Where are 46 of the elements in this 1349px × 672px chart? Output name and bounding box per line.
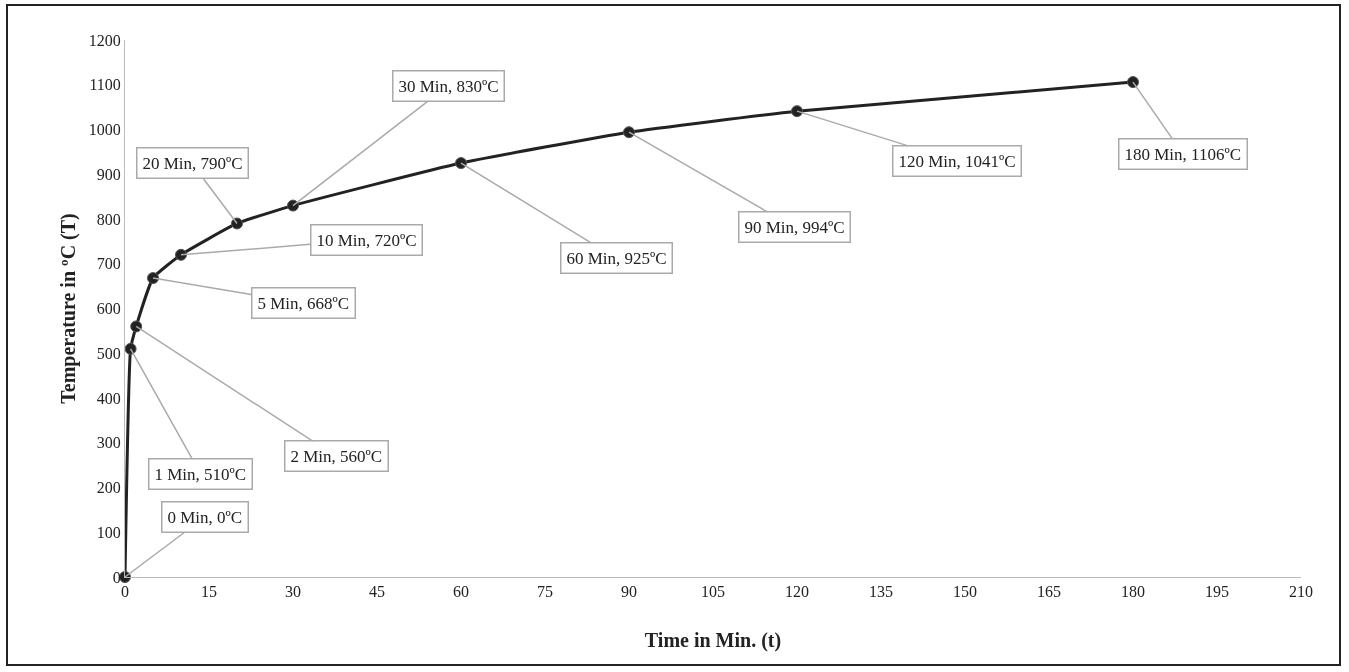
x-tick-label: 15 — [201, 583, 217, 601]
x-tick-label: 210 — [1289, 583, 1313, 601]
y-tick-label: 100 — [96, 523, 121, 541]
annotation: 90 Min, 994ºC — [744, 217, 845, 237]
x-tick-label: 60 — [453, 583, 469, 601]
y-tick-label: 900 — [96, 165, 121, 183]
x-tick-label: 90 — [621, 583, 637, 601]
x-tick-label: 135 — [869, 583, 893, 601]
annotation: 1 Min, 510ºC — [154, 464, 247, 484]
y-tick-label: 300 — [96, 434, 121, 452]
x-tick-label: 105 — [701, 583, 725, 601]
annotation: 10 Min, 720ºC — [316, 230, 417, 250]
y-tick-label: 500 — [96, 344, 121, 362]
point — [130, 320, 143, 333]
y-tick-label: 200 — [96, 479, 121, 497]
point — [231, 217, 243, 230]
annotation: 5 Min, 668ºC — [257, 293, 350, 313]
y-tick-label: 400 — [96, 389, 121, 407]
annotation: 60 Min, 925ºC — [566, 248, 667, 268]
point — [124, 342, 137, 355]
y-tick-label: 800 — [96, 210, 121, 228]
y-tick-label: 600 — [96, 300, 121, 318]
point — [791, 105, 803, 118]
annotation: 180 Min, 1106ºC — [1124, 144, 1242, 164]
x-tick-label: 165 — [1037, 583, 1061, 601]
x-tick-label: 180 — [1121, 583, 1145, 601]
x-tick-label: 195 — [1205, 583, 1229, 601]
annotation: 20 Min, 790ºC — [142, 153, 243, 173]
x-tick-label: 150 — [953, 583, 977, 601]
x-tick-label: 75 — [537, 583, 553, 601]
y-tick-label: 1000 — [88, 121, 121, 139]
y-tick-label: 1200 — [88, 31, 121, 49]
y-axis-title: Temperature in ºC (T) — [57, 213, 80, 404]
annotation: 30 Min, 830ºC — [398, 76, 499, 96]
y-tick-label: 0 — [112, 568, 121, 586]
x-tick-label: 45 — [369, 583, 385, 601]
annotation: 0 Min, 0ºC — [167, 507, 243, 527]
x-tick-label: 30 — [285, 583, 301, 601]
x-tick-label: 120 — [785, 583, 809, 601]
annotation: 120 Min, 1041ºC — [898, 151, 1016, 171]
y-tick-label: 700 — [96, 255, 121, 273]
x-axis-title: Time in Min. (t) — [644, 629, 782, 652]
point — [175, 248, 187, 261]
point — [623, 126, 635, 139]
annotation: 2 Min, 560ºC — [290, 446, 383, 466]
y-tick-label: 1100 — [89, 76, 121, 94]
